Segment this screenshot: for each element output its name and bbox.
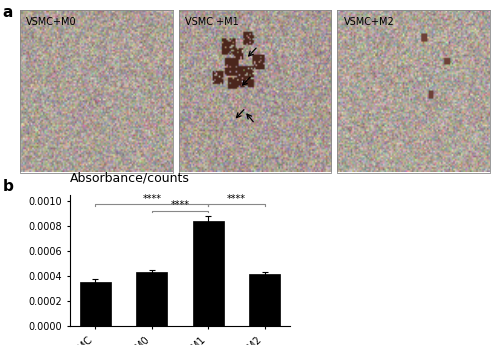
Bar [192, 221, 224, 326]
Text: b: b [2, 179, 14, 194]
Text: ****: **** [170, 200, 190, 210]
Bar [249, 274, 280, 326]
Text: VSMC +M1: VSMC +M1 [185, 17, 238, 27]
Text: a: a [2, 5, 13, 20]
Bar [80, 282, 111, 326]
Text: Absorbance/counts: Absorbance/counts [70, 171, 190, 184]
Text: ****: **** [227, 194, 246, 204]
Text: VSMC+M0: VSMC+M0 [26, 17, 76, 27]
Text: VSMC+M2: VSMC+M2 [344, 17, 394, 27]
Text: ****: **** [142, 194, 162, 204]
Bar [136, 272, 168, 326]
